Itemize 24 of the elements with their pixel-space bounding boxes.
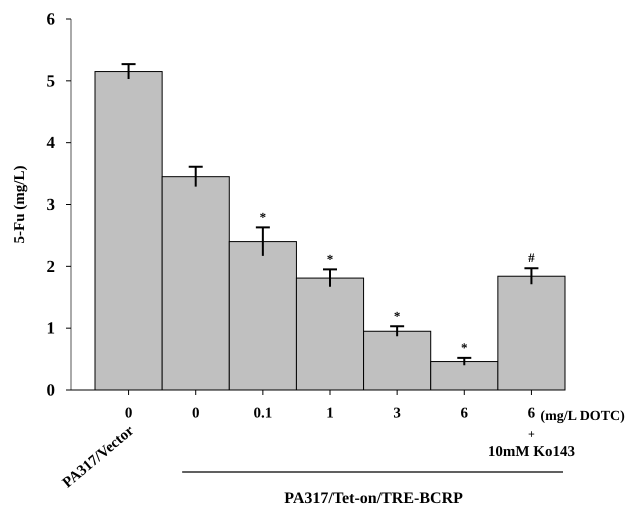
x-tick-label: 0.1 [253,406,272,422]
data-label: # [528,250,536,266]
text: 10mM Ko143 [488,444,575,460]
data-label: * [461,340,468,355]
text: (mg/L DOTC) [540,409,626,424]
y-tick-label: 4 [46,133,56,152]
x-tick-label: 0 [124,406,132,422]
x-tick-label: 3 [393,406,401,422]
x-tick-label: 1 [326,406,334,422]
y-axis-title: 5-Fu (mg/L) [12,166,28,244]
y-tick-label: 0 [46,380,55,400]
text: + [528,427,536,441]
y-tick-label: 3 [46,194,55,214]
y-tick-label: 6 [46,9,55,28]
data-label: * [260,209,266,224]
x-tick-label: 6 [460,406,469,422]
data-label: * [326,251,334,266]
y-tick-label: 5 [46,71,55,90]
y-tick-label: 1 [46,318,55,338]
x-tick-label: 6 [528,406,536,422]
y-tick-label: 2 [46,256,55,276]
data-label: * [394,308,400,324]
text: PA317/Tet-on/TRE-BCRP [284,490,464,507]
x-tick-label: 0 [192,406,200,422]
